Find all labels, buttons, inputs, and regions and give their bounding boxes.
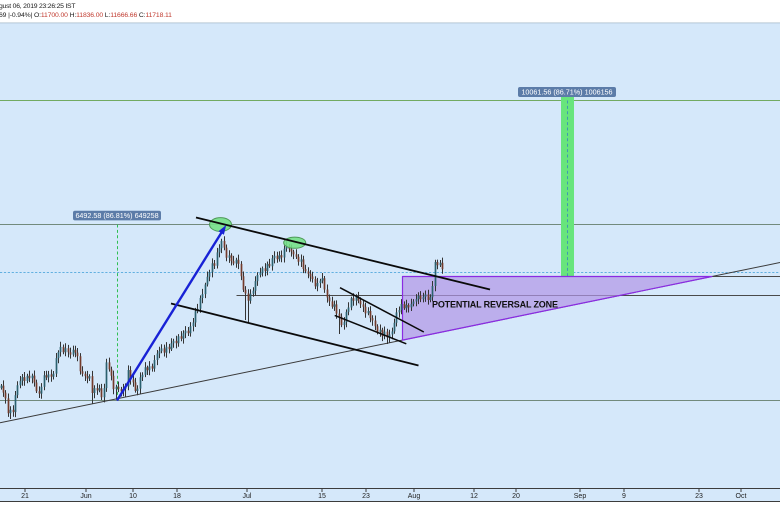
svg-text:Sep: Sep <box>574 493 587 500</box>
svg-text:23: 23 <box>695 493 703 500</box>
svg-text:20: 20 <box>512 493 520 500</box>
svg-text:POTENTIAL REVERSAL ZONE: POTENTIAL REVERSAL ZONE <box>432 300 558 310</box>
svg-text:69 |-0.94%| O:11700.00 H:11836: 69 |-0.94%| O:11700.00 H:11836.00 L:1166… <box>0 12 172 19</box>
svg-text:21: 21 <box>21 493 29 500</box>
svg-text:gust 06, 2019 23:26:25 IST: gust 06, 2019 23:26:25 IST <box>0 3 75 10</box>
svg-text:15: 15 <box>318 493 326 500</box>
svg-text:Jul: Jul <box>243 493 252 500</box>
svg-text:9: 9 <box>622 493 626 500</box>
svg-text:10061.56 (86.71%) 1006156: 10061.56 (86.71%) 1006156 <box>521 88 612 97</box>
svg-text:Aug: Aug <box>408 493 421 500</box>
svg-text:18: 18 <box>173 493 181 500</box>
svg-text:23: 23 <box>362 493 370 500</box>
svg-text:Jun: Jun <box>80 493 91 500</box>
svg-text:12: 12 <box>470 493 478 500</box>
svg-text:Oct: Oct <box>736 493 747 500</box>
svg-text:10: 10 <box>129 493 137 500</box>
svg-text:6492.58 (86.81%) 649258: 6492.58 (86.81%) 649258 <box>75 211 158 220</box>
